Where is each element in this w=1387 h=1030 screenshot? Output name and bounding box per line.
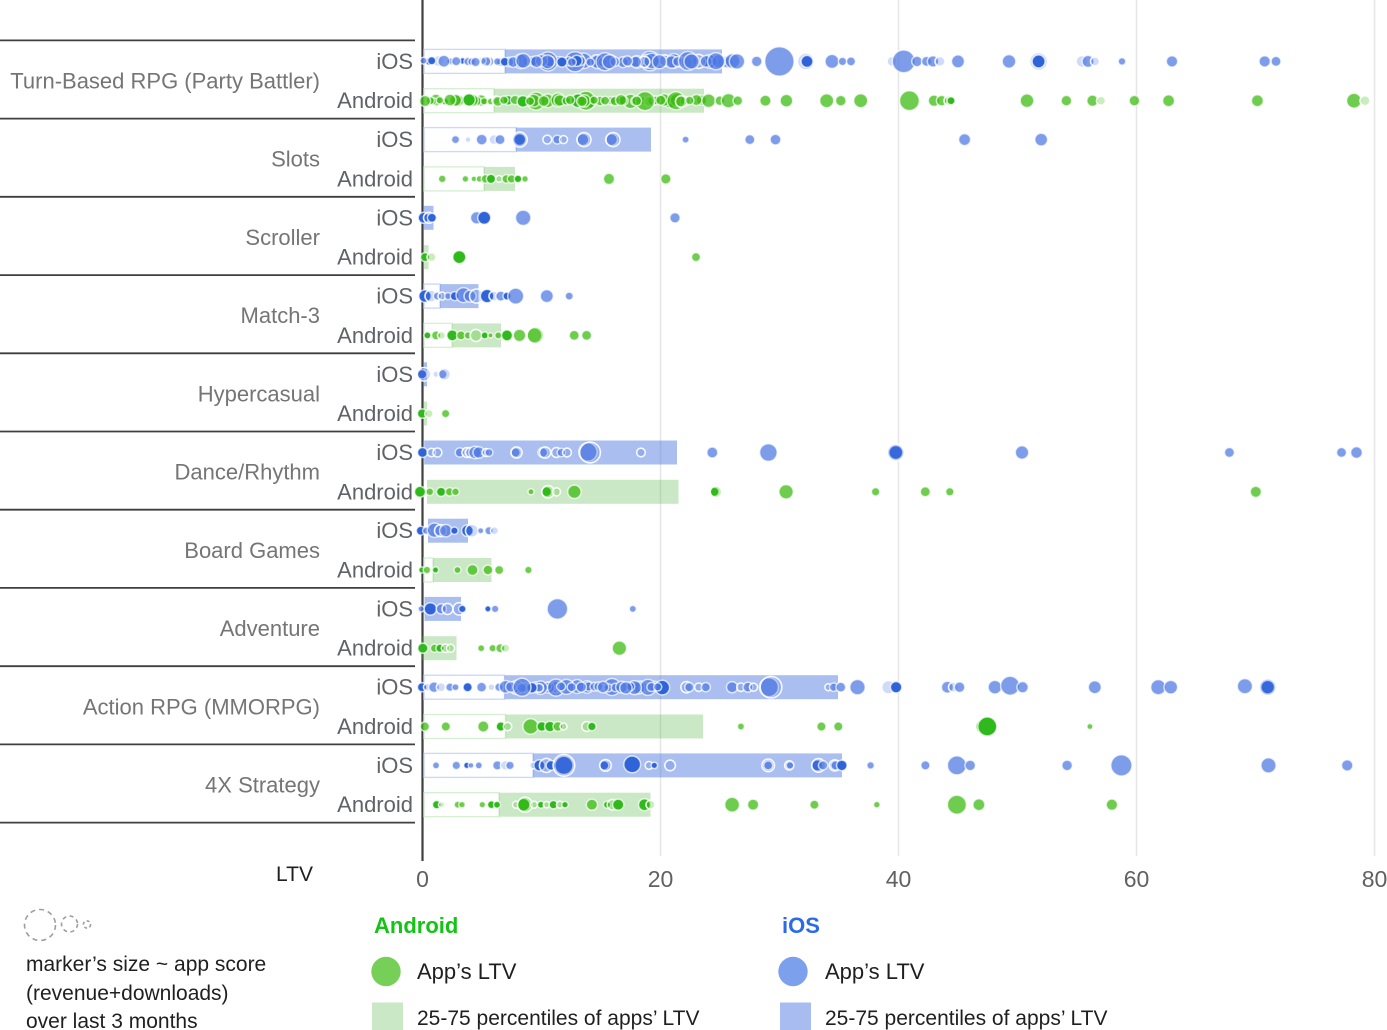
svg-text:Scroller: Scroller <box>245 225 320 250</box>
svg-text:Android: Android <box>374 913 458 938</box>
svg-text:over last 3 months: over last 3 months <box>26 1010 198 1030</box>
svg-text:iOS: iOS <box>782 913 820 938</box>
svg-text:(revenue+downloads): (revenue+downloads) <box>26 982 229 1005</box>
svg-text:Dance/Rhythm: Dance/Rhythm <box>174 460 320 485</box>
svg-text:60: 60 <box>1124 866 1150 892</box>
svg-text:iOS: iOS <box>376 518 413 543</box>
svg-text:iOS: iOS <box>376 284 413 309</box>
svg-text:Android: Android <box>337 166 413 191</box>
svg-text:Turn-Based RPG (Party Battler): Turn-Based RPG (Party Battler) <box>10 69 320 94</box>
svg-text:iOS: iOS <box>376 675 413 700</box>
svg-text:Android: Android <box>337 558 413 583</box>
svg-text:iOS: iOS <box>376 596 413 621</box>
svg-text:Slots: Slots <box>271 147 320 172</box>
svg-text:iOS: iOS <box>376 440 413 465</box>
svg-text:4X Strategy: 4X Strategy <box>205 773 320 798</box>
svg-text:Android: Android <box>337 245 413 270</box>
svg-text:Android: Android <box>337 714 413 739</box>
svg-text:marker’s size ~ app score: marker’s size ~ app score <box>26 953 266 976</box>
svg-text:20: 20 <box>648 866 674 892</box>
svg-text:LTV: LTV <box>276 863 313 886</box>
svg-text:0: 0 <box>416 866 429 892</box>
svg-text:25-75 percentiles of apps’ LTV: 25-75 percentiles of apps’ LTV <box>417 1007 700 1030</box>
svg-text:App’s LTV: App’s LTV <box>417 959 517 984</box>
svg-text:Android: Android <box>337 636 413 661</box>
svg-text:Android: Android <box>337 88 413 113</box>
svg-text:Android: Android <box>337 479 413 504</box>
svg-text:iOS: iOS <box>376 753 413 778</box>
svg-text:80: 80 <box>1362 866 1387 892</box>
svg-text:App’s LTV: App’s LTV <box>825 959 925 984</box>
svg-text:Hypercasual: Hypercasual <box>198 381 320 406</box>
svg-text:Android: Android <box>337 401 413 426</box>
svg-text:Android: Android <box>337 792 413 817</box>
svg-text:iOS: iOS <box>376 49 413 74</box>
svg-text:iOS: iOS <box>376 362 413 387</box>
svg-text:Adventure: Adventure <box>220 616 320 641</box>
svg-text:Action RPG (MMORPG): Action RPG (MMORPG) <box>83 694 320 719</box>
svg-text:25-75 percentiles of apps’ LTV: 25-75 percentiles of apps’ LTV <box>825 1007 1108 1030</box>
svg-text:iOS: iOS <box>376 127 413 152</box>
svg-text:iOS: iOS <box>376 205 413 230</box>
svg-text:Match-3: Match-3 <box>241 303 320 328</box>
svg-text:40: 40 <box>886 866 912 892</box>
svg-text:Board Games: Board Games <box>184 538 320 563</box>
svg-text:Android: Android <box>337 323 413 348</box>
